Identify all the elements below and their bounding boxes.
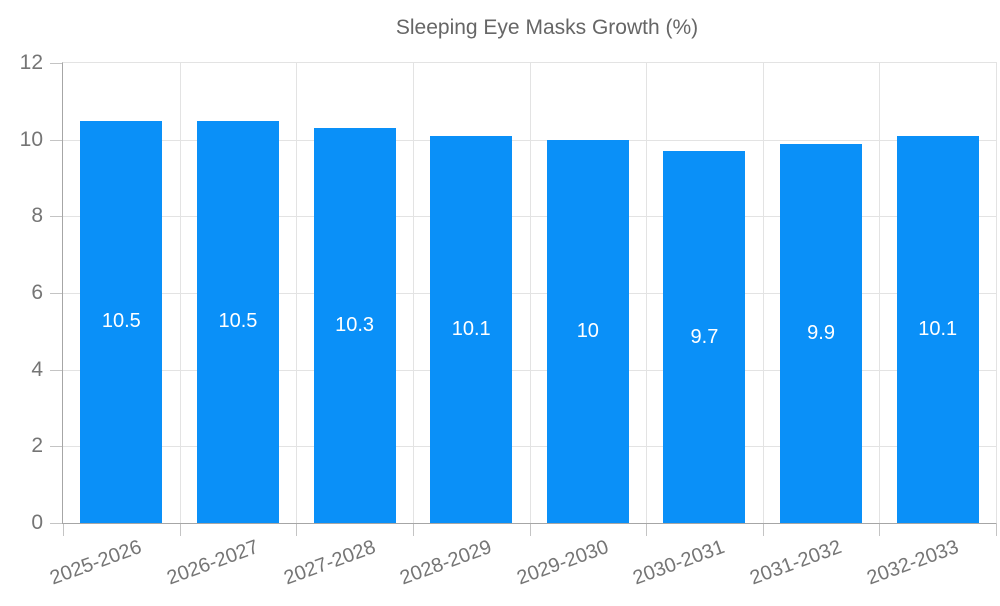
x-axis-label: 2029-2030 [513,536,612,590]
x-axis-tick [762,524,764,536]
bar-value-label: 10.1 [451,317,491,340]
x-axis-tick [63,524,64,536]
x-axis-tick [412,524,414,536]
gridline-vertical [879,63,881,523]
x-axis-tick [996,524,997,536]
y-axis-label: 2 [31,434,43,458]
bar[interactable]: 9.7 [663,151,746,523]
bar[interactable]: 10.5 [80,120,163,523]
bar[interactable]: 10.1 [430,135,513,523]
bar[interactable]: 9.9 [780,143,863,523]
bar-value-label: 10.3 [335,314,375,337]
gridline-vertical [412,63,414,523]
y-axis-tick [50,139,62,141]
x-axis-label: 2030-2031 [630,536,728,590]
legend-label: Sleeping Eye Masks Growth (%) [395,16,699,39]
bar-value-label: 10.5 [101,310,141,333]
x-axis-label: 2028-2029 [397,536,495,590]
y-axis-tick [50,446,62,448]
gridline-vertical [762,63,764,523]
bar[interactable]: 10.5 [196,120,279,523]
bar[interactable]: 10 [546,139,629,523]
x-axis-tick [296,524,298,536]
legend-swatch[interactable] [302,17,378,39]
bar-value-label: 10 [576,319,599,342]
gridline-vertical [529,63,531,523]
x-axis-tick [179,524,181,536]
x-axis-tick [529,524,531,536]
legend[interactable]: Sleeping Eye Masks Growth (%) [0,16,1000,40]
y-axis-label: 6 [31,281,43,304]
bar[interactable]: 10.3 [313,128,396,523]
x-axis-label: 2032-2033 [863,536,962,590]
y-axis-label: 12 [19,51,43,74]
gridline-vertical [296,63,298,523]
bar[interactable]: 10.1 [896,135,979,523]
bar-value-label: 10.5 [218,310,258,333]
x-axis-tick [879,524,881,536]
y-axis-tick [50,216,62,218]
y-axis-tick [50,293,62,294]
y-axis-tick [50,63,62,64]
x-axis-label: 2031-2032 [747,536,845,590]
x-axis-label: 2027-2028 [280,536,379,590]
y-axis-label: 8 [31,204,43,228]
bar-value-label: 9.7 [690,325,719,348]
y-axis-label: 0 [31,511,43,534]
gridline-vertical [646,63,648,523]
gridline-vertical [179,63,181,523]
bar-value-label: 9.9 [807,321,835,344]
bar-value-label: 10.1 [918,317,958,340]
y-axis-label: 10 [19,127,43,151]
x-axis-label: 2026-2027 [164,536,262,590]
x-axis-tick [646,524,648,536]
y-axis-tick [50,523,62,524]
y-axis-label: 4 [31,357,43,381]
x-axis-label: 2025-2026 [47,536,145,590]
plot-area: 0 2 4 6 8 10 12 10.5 2025-2026 10.5 2026-2027 10.3 2… [20,51,997,589]
y-axis-tick [50,369,62,371]
